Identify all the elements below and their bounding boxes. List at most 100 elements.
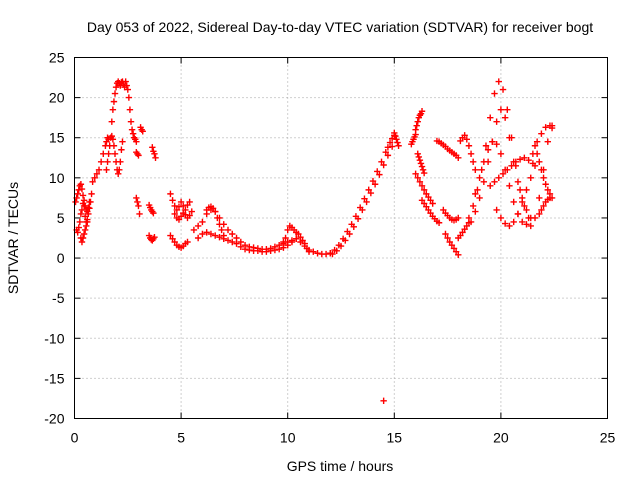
data-point xyxy=(139,128,146,135)
data-point xyxy=(299,237,306,244)
data-point xyxy=(476,194,483,202)
data-point xyxy=(78,238,86,246)
series-loop-19-a xyxy=(465,78,532,222)
data-point xyxy=(538,130,545,137)
data-point xyxy=(455,214,462,222)
data-point xyxy=(461,225,468,233)
data-point xyxy=(95,166,103,174)
data-point xyxy=(504,166,511,174)
data-point xyxy=(233,234,240,242)
data-point xyxy=(337,242,345,250)
data-point xyxy=(237,243,244,251)
data-point xyxy=(78,185,86,193)
data-point xyxy=(472,190,479,198)
data-point xyxy=(110,142,118,149)
data-point xyxy=(499,86,507,93)
data-point xyxy=(89,178,96,186)
data-point xyxy=(214,214,221,222)
data-point xyxy=(216,233,223,241)
data-point xyxy=(180,202,187,210)
data-point xyxy=(342,237,349,244)
data-point xyxy=(79,192,87,199)
data-point xyxy=(420,200,428,207)
data-point xyxy=(108,132,116,140)
data-point xyxy=(533,150,541,157)
data-point xyxy=(275,246,283,253)
data-point xyxy=(457,137,464,145)
data-point xyxy=(463,136,470,143)
data-point xyxy=(493,118,500,125)
data-point xyxy=(446,238,453,246)
data-point xyxy=(365,186,372,194)
data-point xyxy=(184,238,191,246)
data-point xyxy=(186,198,193,206)
data-point xyxy=(531,162,539,169)
data-point xyxy=(171,210,178,218)
data-point xyxy=(241,246,249,253)
data-point xyxy=(497,214,505,222)
data-point xyxy=(380,161,387,169)
x-axis-label: GPS time / hours xyxy=(287,458,394,474)
data-point xyxy=(288,238,296,246)
data-point xyxy=(103,166,110,174)
data-point xyxy=(361,195,368,202)
data-point xyxy=(499,170,507,178)
data-point xyxy=(521,202,528,210)
data-point xyxy=(378,158,385,165)
series-early-spike-c xyxy=(77,197,93,218)
data-point xyxy=(207,230,215,238)
series-loop-19-c xyxy=(472,138,522,218)
data-point xyxy=(171,202,178,210)
data-point xyxy=(122,78,129,85)
data-point xyxy=(188,208,195,215)
data-point xyxy=(369,177,377,185)
data-point xyxy=(175,203,183,210)
data-point xyxy=(354,215,362,222)
data-point xyxy=(212,232,219,239)
data-point xyxy=(76,218,84,226)
data-point xyxy=(186,212,193,219)
series-late-c xyxy=(440,206,462,224)
series-loop-22 xyxy=(529,122,556,157)
data-point xyxy=(386,139,394,146)
plot-frame xyxy=(74,57,608,419)
data-point xyxy=(427,209,434,217)
series-post-15-a xyxy=(391,129,402,149)
data-point xyxy=(126,106,134,113)
data-point xyxy=(246,246,253,254)
data-point xyxy=(218,226,225,234)
data-point xyxy=(108,118,116,125)
data-point xyxy=(531,214,539,222)
data-point xyxy=(489,138,496,145)
data-point xyxy=(75,186,82,194)
series-loop-22-drop xyxy=(531,142,556,202)
data-point xyxy=(282,234,289,242)
data-point xyxy=(516,156,524,163)
data-point xyxy=(418,197,426,204)
data-point xyxy=(440,206,447,214)
series-post-15-b xyxy=(408,131,419,148)
data-point xyxy=(495,78,502,85)
data-point xyxy=(536,158,543,165)
data-point xyxy=(173,206,181,214)
data-point xyxy=(536,194,543,202)
data-point xyxy=(84,218,91,226)
data-point xyxy=(414,174,421,182)
data-point xyxy=(371,181,379,188)
data-point xyxy=(418,163,426,170)
data-point xyxy=(284,226,291,234)
data-point xyxy=(388,143,396,150)
data-point xyxy=(182,211,189,218)
data-point xyxy=(329,250,336,258)
data-point xyxy=(382,148,389,156)
data-point xyxy=(135,152,142,159)
data-point xyxy=(472,166,479,174)
data-point xyxy=(384,144,392,151)
series-dot-e xyxy=(145,232,158,244)
data-point xyxy=(97,158,105,165)
x-tick-label: 10 xyxy=(280,430,296,446)
data-points xyxy=(72,78,556,405)
data-point xyxy=(80,230,88,238)
data-point xyxy=(303,245,311,252)
data-point xyxy=(548,124,556,132)
